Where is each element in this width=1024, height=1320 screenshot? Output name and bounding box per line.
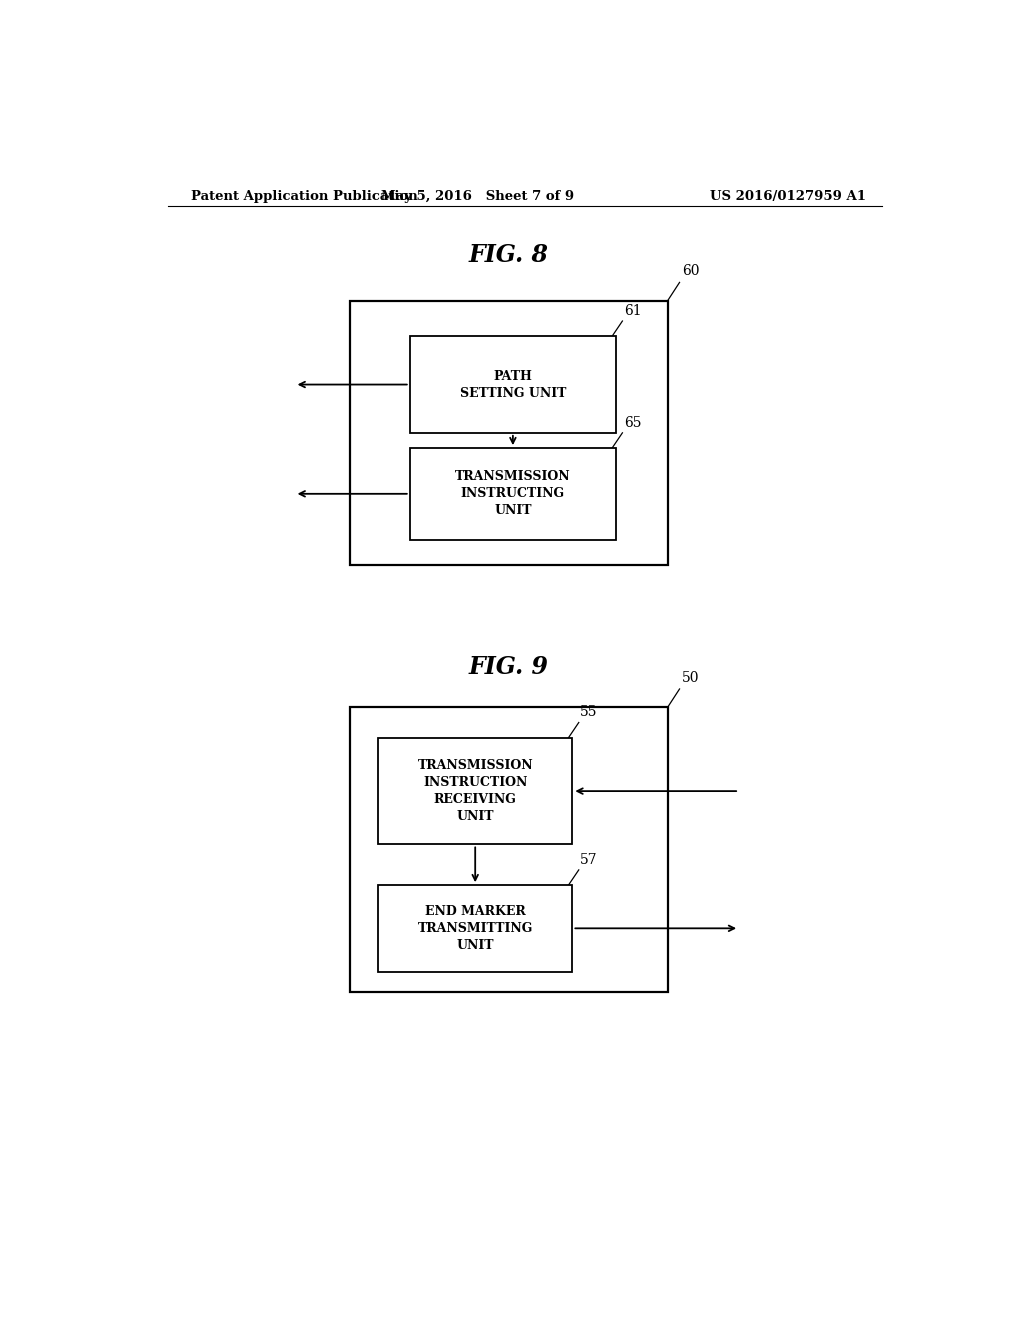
Text: 57: 57 bbox=[581, 853, 598, 867]
Text: FIG. 9: FIG. 9 bbox=[469, 655, 549, 678]
Bar bbox=[378, 738, 572, 845]
Text: May 5, 2016   Sheet 7 of 9: May 5, 2016 Sheet 7 of 9 bbox=[381, 190, 573, 202]
Text: 50: 50 bbox=[682, 671, 699, 685]
Text: TRANSMISSION
INSTRUCTING
UNIT: TRANSMISSION INSTRUCTING UNIT bbox=[455, 470, 570, 517]
Bar bbox=[410, 337, 616, 433]
Text: TRANSMISSION
INSTRUCTION
RECEIVING
UNIT: TRANSMISSION INSTRUCTION RECEIVING UNIT bbox=[418, 759, 534, 824]
Text: US 2016/0127959 A1: US 2016/0127959 A1 bbox=[710, 190, 866, 202]
Text: PATH
SETTING UNIT: PATH SETTING UNIT bbox=[460, 370, 566, 400]
Bar bbox=[410, 447, 616, 540]
Text: 65: 65 bbox=[624, 416, 641, 430]
Text: END MARKER
TRANSMITTING
UNIT: END MARKER TRANSMITTING UNIT bbox=[418, 904, 532, 952]
Text: FIG. 8: FIG. 8 bbox=[469, 243, 549, 267]
Text: 60: 60 bbox=[682, 264, 699, 279]
Text: 55: 55 bbox=[581, 705, 598, 719]
Bar bbox=[350, 301, 668, 565]
Bar bbox=[378, 886, 572, 972]
Text: 61: 61 bbox=[624, 304, 642, 318]
Text: Patent Application Publication: Patent Application Publication bbox=[191, 190, 418, 202]
Bar bbox=[350, 708, 668, 991]
